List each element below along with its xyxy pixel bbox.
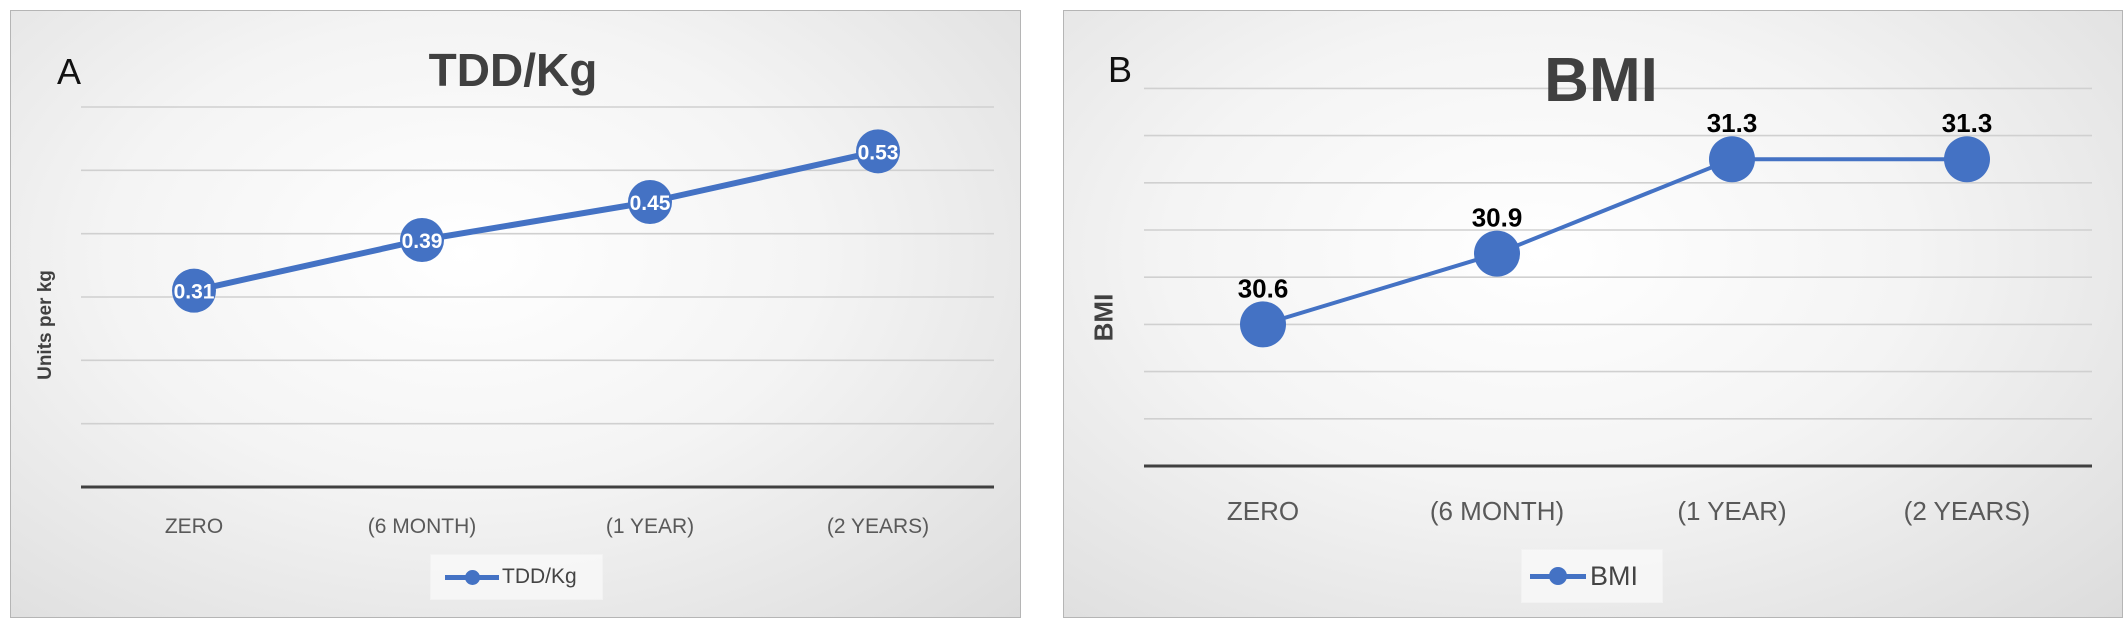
tdd-data-point xyxy=(400,218,444,262)
panel-label-b: B xyxy=(1108,49,1133,90)
bmi-data-point xyxy=(1474,230,1520,277)
legend-label-tdd: TDD/Kg xyxy=(502,565,577,588)
legend-swatch-bmi xyxy=(1530,564,1586,588)
bmi-data-point xyxy=(1709,136,1755,183)
legend-tdd: TDD/Kg xyxy=(430,554,603,600)
tdd-data-label: 0.31 xyxy=(174,281,215,304)
legend-bmi: BMI xyxy=(1521,549,1663,603)
tdd-x-tick-label: (1 YEAR) xyxy=(606,515,694,538)
bmi-data-point xyxy=(1944,136,1990,183)
chart-panel-bmi: ZERO (6 MONTH) (1 YEAR) (2 YEARS) 30.6 30.9 31… xyxy=(1063,10,2123,618)
tdd-chart-svg: ZERO (6 MONTH) (1 YEAR) (2 YEARS) 0.31 0.39 0.… xyxy=(81,106,994,538)
tdd-series-line xyxy=(193,148,879,294)
bmi-chart-svg: ZERO (6 MONTH) (1 YEAR) (2 YEARS) 30.6 30.9 31… xyxy=(1144,87,2092,526)
bmi-x-tick-label: (6 MONTH) xyxy=(1430,496,1564,526)
chart-title-bmi: BMI xyxy=(1544,46,1658,115)
tdd-x-tick-label: (6 MONTH) xyxy=(368,515,477,538)
tdd-data-label: 0.39 xyxy=(402,230,443,253)
legend-swatch-tdd xyxy=(445,567,499,587)
tdd-data-label: 0.45 xyxy=(630,192,671,215)
bmi-series-line xyxy=(1262,157,1967,327)
legend-label-bmi: BMI xyxy=(1590,560,1639,591)
bmi-data-label: 30.9 xyxy=(1472,203,1523,233)
chart-title-tdd: TDD/Kg xyxy=(428,44,598,96)
tdd-data-point xyxy=(856,129,900,174)
bmi-data-label: 30.6 xyxy=(1238,273,1289,303)
bmi-data-point xyxy=(1240,301,1286,348)
tdd-x-tick-label: ZERO xyxy=(165,515,223,538)
bmi-x-tick-label: (1 YEAR) xyxy=(1677,496,1786,526)
tdd-data-point xyxy=(172,268,216,313)
bmi-x-tick-label: (2 YEARS) xyxy=(1904,496,2031,526)
bmi-data-label: 31.3 xyxy=(1707,108,1758,138)
panel-label-a: A xyxy=(57,51,82,92)
tdd-data-point xyxy=(628,180,672,224)
tdd-gridlines xyxy=(81,106,994,425)
y-axis-label-tdd: Units per kg xyxy=(35,270,56,380)
bmi-x-tick-label: ZERO xyxy=(1227,496,1299,526)
y-axis-label-bmi: BMI xyxy=(1088,293,1119,342)
bmi-data-label: 31.3 xyxy=(1942,108,1993,138)
tdd-x-tick-label: (2 YEARS) xyxy=(827,515,929,538)
tdd-data-label: 0.53 xyxy=(858,141,899,164)
chart-panel-tdd: ZERO (6 MONTH) (1 YEAR) (2 YEARS) 0.31 0.39 0.… xyxy=(10,10,1021,618)
bmi-gridlines xyxy=(1144,87,2092,420)
